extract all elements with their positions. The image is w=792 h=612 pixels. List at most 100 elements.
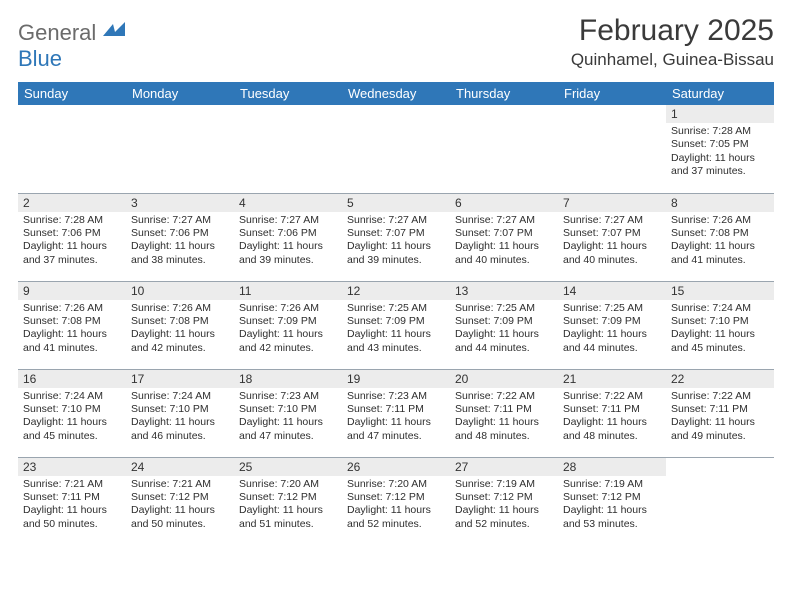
day-cell — [558, 105, 666, 193]
weekday-header-row: Sunday Monday Tuesday Wednesday Thursday… — [18, 82, 774, 105]
day-number: 10 — [126, 282, 234, 300]
day-info: Sunrise: 7:27 AMSunset: 7:07 PMDaylight:… — [450, 212, 558, 272]
day-cell: 16Sunrise: 7:24 AMSunset: 7:10 PMDayligh… — [18, 369, 126, 457]
day-cell: 3Sunrise: 7:27 AMSunset: 7:06 PMDaylight… — [126, 193, 234, 281]
logo: General Blue — [18, 14, 125, 72]
weekday-header: Sunday — [18, 82, 126, 105]
sunrise-text: Sunrise: 7:20 AM — [239, 478, 337, 491]
sunrise-text: Sunrise: 7:22 AM — [563, 390, 661, 403]
day-number: 11 — [234, 282, 342, 300]
day-cell: 2Sunrise: 7:28 AMSunset: 7:06 PMDaylight… — [18, 193, 126, 281]
daylight-text: Daylight: 11 hours and 44 minutes. — [563, 328, 661, 355]
daylight-text: Daylight: 11 hours and 50 minutes. — [23, 504, 121, 531]
day-cell: 19Sunrise: 7:23 AMSunset: 7:11 PMDayligh… — [342, 369, 450, 457]
week-row: 9Sunrise: 7:26 AMSunset: 7:08 PMDaylight… — [18, 281, 774, 369]
day-info: Sunrise: 7:27 AMSunset: 7:06 PMDaylight:… — [234, 212, 342, 272]
day-number: 6 — [450, 194, 558, 212]
weekday-header: Thursday — [450, 82, 558, 105]
sunset-text: Sunset: 7:11 PM — [563, 403, 661, 416]
week-row: 1Sunrise: 7:28 AMSunset: 7:05 PMDaylight… — [18, 105, 774, 193]
day-cell: 21Sunrise: 7:22 AMSunset: 7:11 PMDayligh… — [558, 369, 666, 457]
daylight-text: Daylight: 11 hours and 41 minutes. — [671, 240, 769, 267]
sunset-text: Sunset: 7:08 PM — [671, 227, 769, 240]
sunrise-text: Sunrise: 7:25 AM — [563, 302, 661, 315]
day-cell: 4Sunrise: 7:27 AMSunset: 7:06 PMDaylight… — [234, 193, 342, 281]
sunrise-text: Sunrise: 7:19 AM — [563, 478, 661, 491]
daylight-text: Daylight: 11 hours and 45 minutes. — [23, 416, 121, 443]
daylight-text: Daylight: 11 hours and 50 minutes. — [131, 504, 229, 531]
sunset-text: Sunset: 7:11 PM — [671, 403, 769, 416]
weekday-header: Monday — [126, 82, 234, 105]
weekday-header: Wednesday — [342, 82, 450, 105]
sunset-text: Sunset: 7:07 PM — [347, 227, 445, 240]
day-info: Sunrise: 7:23 AMSunset: 7:10 PMDaylight:… — [234, 388, 342, 448]
day-info: Sunrise: 7:22 AMSunset: 7:11 PMDaylight:… — [450, 388, 558, 448]
day-info: Sunrise: 7:25 AMSunset: 7:09 PMDaylight:… — [558, 300, 666, 360]
day-number: 4 — [234, 194, 342, 212]
day-number: 20 — [450, 370, 558, 388]
day-info: Sunrise: 7:27 AMSunset: 7:07 PMDaylight:… — [558, 212, 666, 272]
day-cell: 18Sunrise: 7:23 AMSunset: 7:10 PMDayligh… — [234, 369, 342, 457]
day-info: Sunrise: 7:21 AMSunset: 7:12 PMDaylight:… — [126, 476, 234, 536]
daylight-text: Daylight: 11 hours and 40 minutes. — [563, 240, 661, 267]
daylight-text: Daylight: 11 hours and 53 minutes. — [563, 504, 661, 531]
day-cell: 27Sunrise: 7:19 AMSunset: 7:12 PMDayligh… — [450, 457, 558, 545]
day-cell: 23Sunrise: 7:21 AMSunset: 7:11 PMDayligh… — [18, 457, 126, 545]
sunset-text: Sunset: 7:11 PM — [23, 491, 121, 504]
day-cell — [342, 105, 450, 193]
title-block: February 2025 Quinhamel, Guinea-Bissau — [571, 14, 774, 70]
week-row: 2Sunrise: 7:28 AMSunset: 7:06 PMDaylight… — [18, 193, 774, 281]
sunrise-text: Sunrise: 7:26 AM — [131, 302, 229, 315]
calendar-table: Sunday Monday Tuesday Wednesday Thursday… — [18, 82, 774, 545]
sunrise-text: Sunrise: 7:26 AM — [671, 214, 769, 227]
day-info: Sunrise: 7:20 AMSunset: 7:12 PMDaylight:… — [234, 476, 342, 536]
day-cell: 8Sunrise: 7:26 AMSunset: 7:08 PMDaylight… — [666, 193, 774, 281]
sunset-text: Sunset: 7:11 PM — [347, 403, 445, 416]
day-cell: 6Sunrise: 7:27 AMSunset: 7:07 PMDaylight… — [450, 193, 558, 281]
daylight-text: Daylight: 11 hours and 37 minutes. — [671, 152, 769, 179]
daylight-text: Daylight: 11 hours and 44 minutes. — [455, 328, 553, 355]
sunset-text: Sunset: 7:09 PM — [347, 315, 445, 328]
day-info: Sunrise: 7:19 AMSunset: 7:12 PMDaylight:… — [558, 476, 666, 536]
sunrise-text: Sunrise: 7:20 AM — [347, 478, 445, 491]
day-number: 23 — [18, 458, 126, 476]
day-cell: 28Sunrise: 7:19 AMSunset: 7:12 PMDayligh… — [558, 457, 666, 545]
day-number: 13 — [450, 282, 558, 300]
sunrise-text: Sunrise: 7:23 AM — [347, 390, 445, 403]
sunrise-text: Sunrise: 7:25 AM — [455, 302, 553, 315]
day-info: Sunrise: 7:25 AMSunset: 7:09 PMDaylight:… — [450, 300, 558, 360]
weekday-header: Saturday — [666, 82, 774, 105]
daylight-text: Daylight: 11 hours and 48 minutes. — [455, 416, 553, 443]
logo-word1: General — [18, 20, 96, 45]
daylight-text: Daylight: 11 hours and 47 minutes. — [347, 416, 445, 443]
sunset-text: Sunset: 7:06 PM — [239, 227, 337, 240]
sunset-text: Sunset: 7:05 PM — [671, 138, 769, 151]
day-cell: 17Sunrise: 7:24 AMSunset: 7:10 PMDayligh… — [126, 369, 234, 457]
sunset-text: Sunset: 7:06 PM — [23, 227, 121, 240]
sunset-text: Sunset: 7:10 PM — [23, 403, 121, 416]
daylight-text: Daylight: 11 hours and 47 minutes. — [239, 416, 337, 443]
daylight-text: Daylight: 11 hours and 37 minutes. — [23, 240, 121, 267]
sunset-text: Sunset: 7:12 PM — [455, 491, 553, 504]
sunrise-text: Sunrise: 7:24 AM — [671, 302, 769, 315]
day-cell: 15Sunrise: 7:24 AMSunset: 7:10 PMDayligh… — [666, 281, 774, 369]
day-number: 16 — [18, 370, 126, 388]
day-info: Sunrise: 7:24 AMSunset: 7:10 PMDaylight:… — [18, 388, 126, 448]
sunset-text: Sunset: 7:10 PM — [131, 403, 229, 416]
day-info: Sunrise: 7:26 AMSunset: 7:08 PMDaylight:… — [666, 212, 774, 272]
day-cell — [126, 105, 234, 193]
day-cell: 7Sunrise: 7:27 AMSunset: 7:07 PMDaylight… — [558, 193, 666, 281]
day-info: Sunrise: 7:26 AMSunset: 7:08 PMDaylight:… — [18, 300, 126, 360]
logo-word2: Blue — [18, 46, 62, 71]
sunset-text: Sunset: 7:09 PM — [455, 315, 553, 328]
day-info: Sunrise: 7:27 AMSunset: 7:07 PMDaylight:… — [342, 212, 450, 272]
daylight-text: Daylight: 11 hours and 40 minutes. — [455, 240, 553, 267]
day-cell — [666, 457, 774, 545]
daylight-text: Daylight: 11 hours and 45 minutes. — [671, 328, 769, 355]
day-cell: 13Sunrise: 7:25 AMSunset: 7:09 PMDayligh… — [450, 281, 558, 369]
day-number: 1 — [666, 105, 774, 123]
day-cell: 11Sunrise: 7:26 AMSunset: 7:09 PMDayligh… — [234, 281, 342, 369]
daylight-text: Daylight: 11 hours and 52 minutes. — [347, 504, 445, 531]
daylight-text: Daylight: 11 hours and 42 minutes. — [131, 328, 229, 355]
day-info: Sunrise: 7:26 AMSunset: 7:09 PMDaylight:… — [234, 300, 342, 360]
